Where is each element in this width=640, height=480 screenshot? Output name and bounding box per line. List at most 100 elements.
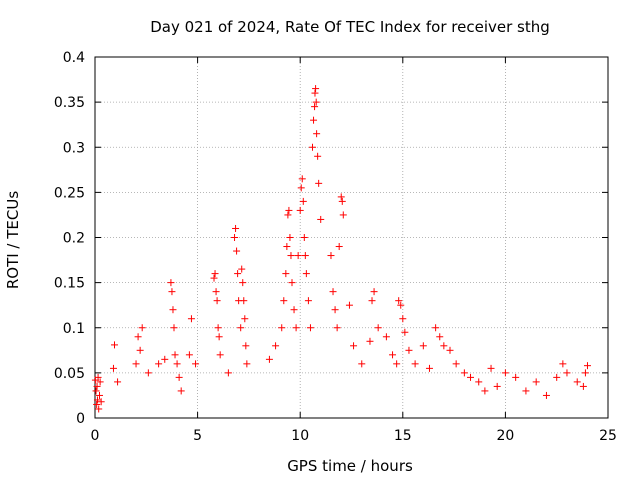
x-tick-label: 5: [193, 428, 202, 444]
data-point: [382, 333, 390, 341]
data-point: [397, 301, 405, 309]
data-point: [487, 364, 495, 372]
data-point: [192, 360, 200, 368]
data-point: [211, 270, 219, 278]
data-point: [573, 378, 581, 386]
data-point: [168, 288, 176, 296]
x-tick-label: 0: [91, 428, 100, 444]
data-point: [212, 288, 220, 296]
data-point: [297, 184, 305, 192]
data-point: [216, 351, 224, 359]
data-point: [559, 360, 567, 368]
x-tick-label: 10: [291, 428, 309, 444]
data-point: [405, 346, 413, 354]
data-point: [337, 193, 345, 201]
data-point: [452, 360, 460, 368]
data-point: [298, 175, 306, 183]
data-point: [287, 252, 295, 260]
data-point: [501, 369, 509, 377]
grid: [95, 57, 608, 418]
data-point: [294, 252, 302, 260]
data-point: [358, 360, 366, 368]
data-point: [272, 342, 280, 350]
data-point: [243, 360, 251, 368]
data-point: [331, 306, 339, 314]
data-point: [92, 387, 100, 395]
data-point: [242, 342, 250, 350]
data-point: [292, 324, 300, 332]
x-axis-label: GPS time / hours: [287, 457, 413, 475]
data-point: [96, 391, 104, 399]
y-tick-label: 0.15: [54, 276, 85, 292]
data-point: [395, 297, 403, 305]
chart-title: Day 021 of 2024, Rate Of TEC Index for r…: [150, 18, 550, 36]
data-point: [446, 346, 454, 354]
data-point: [512, 373, 520, 381]
y-axis-label: ROTI / TECUs: [4, 191, 22, 289]
data-point: [301, 252, 309, 260]
data-point: [368, 297, 376, 305]
data-point: [419, 342, 427, 350]
data-point: [110, 341, 118, 349]
data-point: [481, 387, 489, 395]
data-point: [304, 297, 312, 305]
data-point: [284, 211, 292, 219]
data-point: [283, 243, 291, 251]
data-point: [350, 342, 358, 350]
x-tick-label: 20: [496, 428, 514, 444]
data-point: [285, 206, 293, 214]
data-points: [91, 85, 591, 413]
data-point: [309, 143, 317, 151]
data-point: [310, 116, 318, 124]
data-point: [224, 369, 232, 377]
data-point: [299, 197, 307, 205]
data-point: [579, 382, 587, 390]
data-point: [213, 297, 221, 305]
data-point: [314, 152, 322, 160]
data-point: [306, 324, 314, 332]
data-point: [290, 306, 298, 314]
data-point: [109, 364, 117, 372]
data-point: [436, 333, 444, 341]
y-tick-label: 0.25: [54, 185, 85, 201]
data-point: [214, 324, 222, 332]
data-point: [432, 324, 440, 332]
data-point: [366, 337, 374, 345]
data-point: [132, 360, 140, 368]
data-point: [475, 378, 483, 386]
data-point: [411, 360, 419, 368]
data-point: [288, 279, 296, 287]
data-point: [138, 324, 146, 332]
y-tick-label: 0.2: [63, 231, 85, 247]
axes: [94, 56, 609, 419]
data-point: [93, 396, 101, 404]
data-point: [335, 243, 343, 251]
data-point: [239, 279, 247, 287]
data-point: [177, 387, 185, 395]
data-point: [144, 369, 152, 377]
data-point: [393, 360, 401, 368]
data-point: [313, 130, 321, 138]
data-point: [173, 360, 181, 368]
data-point: [338, 197, 346, 205]
data-point: [280, 297, 288, 305]
data-point: [315, 179, 323, 187]
data-point: [175, 373, 183, 381]
data-point: [185, 351, 193, 359]
y-tick-label: 0.4: [63, 50, 85, 66]
data-point: [95, 405, 103, 413]
data-point: [300, 234, 308, 241]
data-point: [425, 364, 433, 372]
data-point: [169, 306, 177, 314]
data-point: [522, 387, 530, 395]
data-point: [170, 324, 178, 332]
data-point: [327, 252, 335, 260]
data-point: [93, 382, 101, 390]
data-point: [282, 270, 290, 278]
data-point: [167, 279, 175, 287]
x-tick-label: 25: [599, 428, 617, 444]
data-point: [155, 360, 163, 368]
y-tick-label: 0.05: [54, 366, 85, 382]
data-point: [370, 288, 378, 296]
